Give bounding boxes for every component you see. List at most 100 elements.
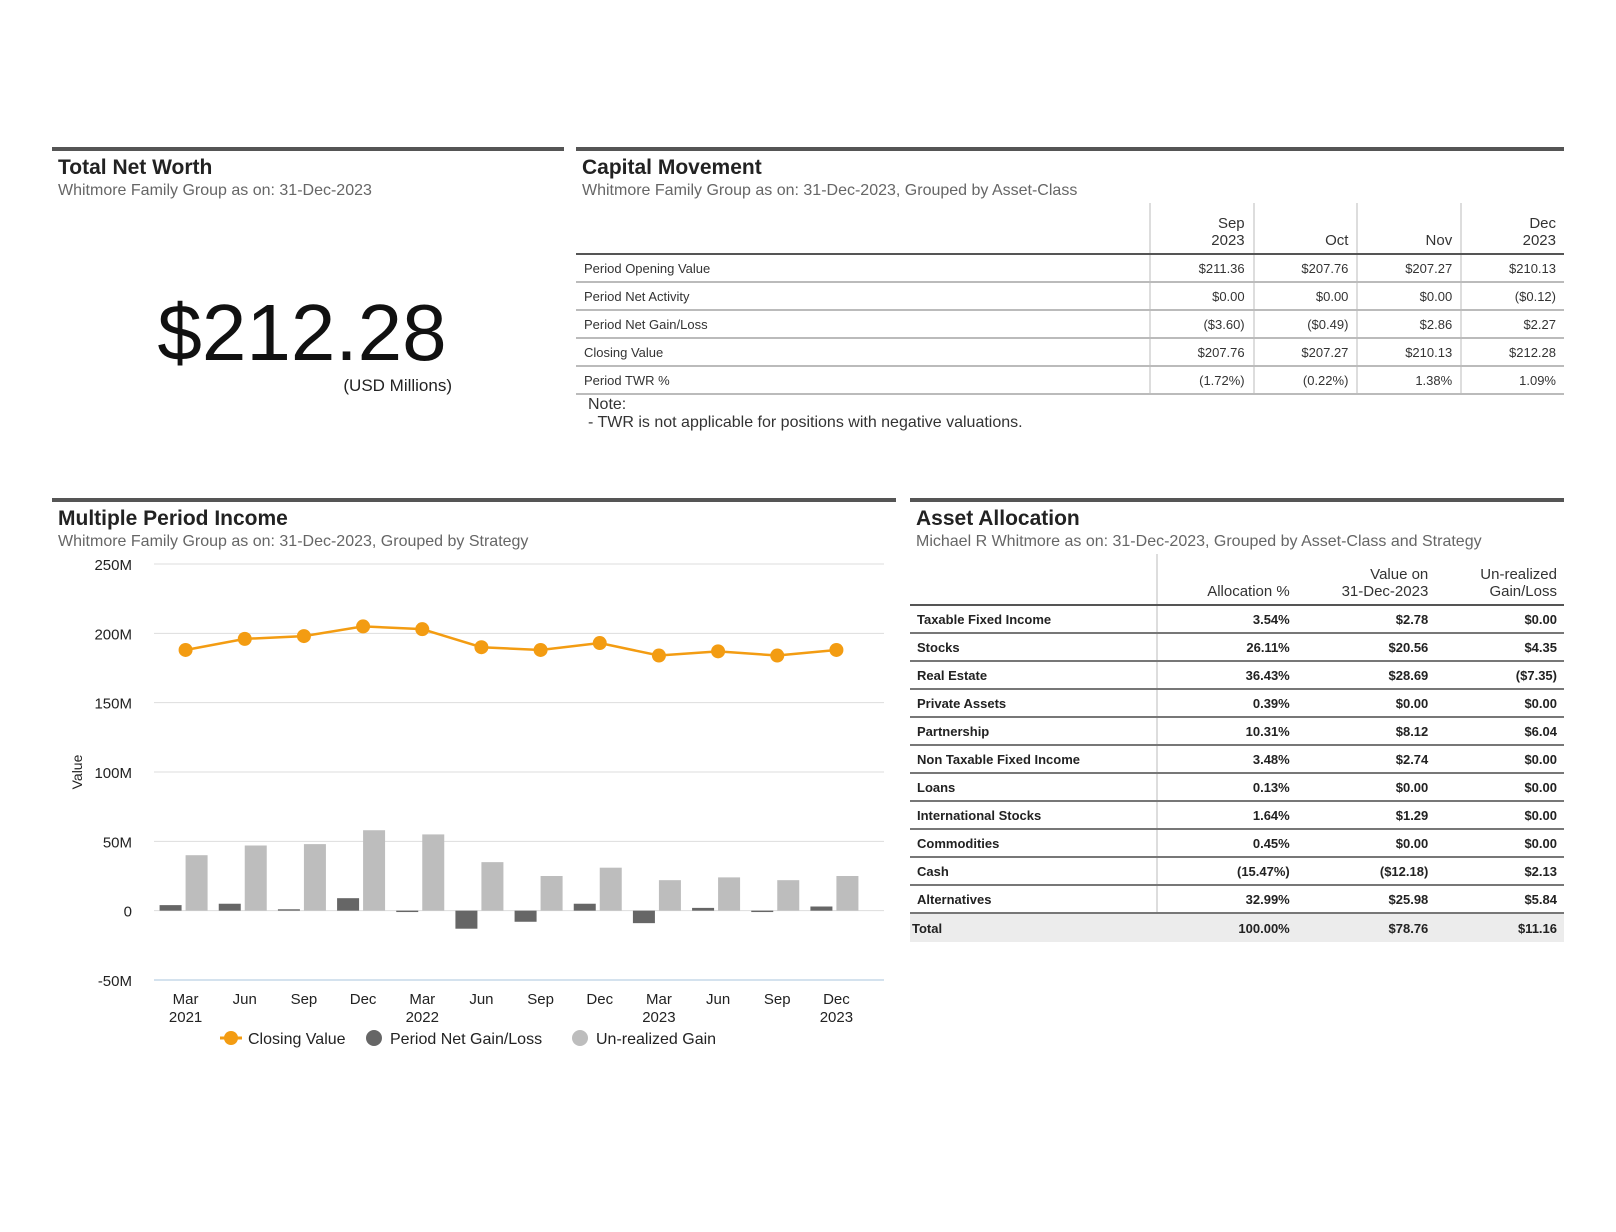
table-cell: 1.64% (1156, 801, 1297, 830)
asset-allocation-table: Allocation % Value on 31-Dec-2023 Un-real… (910, 554, 1564, 942)
table-row: Period Net Activity $0.00 $0.00 $0.00 ($0.12… (576, 282, 1564, 311)
closing-value-point (296, 629, 311, 644)
unrealized-gain-bar (244, 845, 267, 911)
x-tick-label: Mar (173, 991, 199, 1008)
capital-movement-panel: Capital Movement Whitmore Family Group a… (576, 147, 1564, 451)
column-header: Nov (1356, 203, 1462, 255)
table-cell: $207.76 (1252, 254, 1358, 283)
table-cell: $0.00 (1296, 689, 1436, 718)
closing-value-point (592, 636, 607, 651)
net-gain-loss-bar (337, 898, 360, 911)
net-worth-title: Total Net Worth (58, 156, 213, 179)
legend-label: Closing Value (248, 1031, 346, 1048)
table-cell: $0.00 (1435, 773, 1564, 802)
table-cell: $2.78 (1296, 605, 1436, 634)
capital-movement-subtitle: Whitmore Family Group as on: 31-Dec-2023… (582, 182, 1078, 199)
x-tick-label: Mar (646, 991, 672, 1008)
legend-label: Period Net Gain/Loss (390, 1031, 542, 1048)
capital-movement-title: Capital Movement (582, 156, 762, 179)
x-tick-label: Dec (586, 991, 613, 1008)
table-row: Private Assets 0.39% $0.00 $0.00 (910, 689, 1564, 718)
row-label-header (576, 203, 1150, 255)
table-cell: 0.39% (1156, 689, 1297, 718)
unrealized-gain-bar (303, 844, 326, 911)
table-cell: 0.45% (1156, 829, 1297, 858)
table-cell: $0.00 (1435, 745, 1564, 774)
closing-value-point (237, 631, 252, 646)
legend-closing-value-marker (224, 1031, 238, 1045)
net-gain-loss-bar (277, 909, 300, 911)
unrealized-gain-bar (599, 867, 622, 911)
x-tick-label: Jun (233, 991, 257, 1008)
row-label: Period TWR % (576, 366, 1150, 395)
row-label: Taxable Fixed Income (910, 605, 1158, 634)
capital-movement-table: Sep 2023 Oct Nov Dec 2023 Period Opening V… (576, 203, 1564, 395)
asset-allocation-title: Asset Allocation (916, 507, 1080, 530)
x-tick-year-label: 2023 (820, 1009, 853, 1026)
column-header: Value on 31-Dec-2023 (1296, 554, 1436, 606)
x-tick-label: Jun (469, 991, 493, 1008)
table-cell: 1.38% (1356, 366, 1462, 395)
table-cell: $0.00 (1435, 801, 1564, 830)
table-row: Real Estate 36.43% $28.69 ($7.35) (910, 661, 1564, 690)
table-cell: $2.27 (1460, 310, 1564, 339)
unrealized-gain-bar (185, 855, 208, 911)
column-header: Un-realized Gain/Loss (1435, 554, 1564, 606)
table-row: Closing Value $207.76 $207.27 $210.13 $212.2… (576, 338, 1564, 367)
table-row: Cash (15.47%) ($12.18) $2.13 (910, 857, 1564, 886)
net-gain-loss-bar (692, 907, 715, 911)
table-cell: $0.00 (1435, 689, 1564, 718)
unrealized-gain-bar (540, 876, 563, 911)
table-cell: $2.74 (1296, 745, 1436, 774)
multiple-period-income-panel: Multiple Period Income Whitmore Family G… (52, 498, 896, 1102)
table-cell: $0.00 (1435, 829, 1564, 858)
row-label: International Stocks (910, 801, 1158, 830)
asset-allocation-panel: Asset Allocation Michael R Whitmore as o… (910, 498, 1564, 942)
x-tick-label: Sep (527, 991, 554, 1008)
table-header-row: Sep 2023 Oct Nov Dec 2023 (576, 203, 1564, 255)
table-cell: ($12.18) (1296, 857, 1436, 886)
table-row: Stocks 26.11% $20.56 $4.35 (910, 633, 1564, 662)
unrealized-gain-bar (363, 830, 386, 911)
y-tick-label: 0 (124, 904, 132, 921)
row-label: Period Opening Value (576, 254, 1150, 283)
x-tick-label: Jun (706, 991, 730, 1008)
y-tick-label: 50M (103, 834, 132, 851)
net-gain-loss-bar (810, 906, 833, 911)
income-title: Multiple Period Income (58, 507, 288, 530)
row-label: Closing Value (576, 338, 1150, 367)
table-cell: $211.36 (1148, 254, 1254, 283)
net-worth-unit: (USD Millions) (343, 376, 452, 395)
table-cell: $0.00 (1356, 282, 1462, 311)
table-cell: $28.69 (1296, 661, 1436, 690)
closing-value-point (770, 648, 785, 663)
y-tick-label: 100M (94, 765, 132, 782)
y-tick-label: 250M (94, 557, 132, 574)
table-cell: $210.13 (1356, 338, 1462, 367)
net-worth-value: $212.28 (157, 288, 447, 377)
table-cell: $2.13 (1435, 857, 1564, 886)
table-cell: 32.99% (1156, 885, 1297, 914)
column-header: Oct (1252, 203, 1358, 255)
closing-value-point (356, 619, 371, 634)
table-cell: 26.11% (1156, 633, 1297, 662)
table-cell: 3.48% (1156, 745, 1297, 774)
table-cell: ($7.35) (1435, 661, 1564, 690)
x-tick-year-label: 2022 (406, 1009, 439, 1026)
table-cell: (15.47%) (1156, 857, 1297, 886)
table-cell: 0.13% (1156, 773, 1297, 802)
closing-value-point (178, 642, 193, 657)
table-row: Commodities 0.45% $0.00 $0.00 (910, 829, 1564, 858)
row-label: Period Net Gain/Loss (576, 310, 1150, 339)
table-row: Period Net Gain/Loss ($3.60) ($0.49) $2.86 $… (576, 310, 1564, 339)
legend-net-gain-loss-marker (366, 1030, 382, 1046)
net-worth-subtitle: Whitmore Family Group as on: 31-Dec-2023 (58, 182, 372, 199)
unrealized-gain-bar (481, 862, 504, 911)
table-cell: $207.76 (1148, 338, 1254, 367)
income-subtitle: Whitmore Family Group as on: 31-Dec-2023… (58, 533, 529, 550)
row-label: Real Estate (910, 661, 1158, 690)
x-tick-year-label: 2021 (169, 1009, 202, 1026)
table-cell: $5.84 (1435, 885, 1564, 914)
table-cell: $25.98 (1296, 885, 1436, 914)
row-label-header (910, 554, 1158, 606)
